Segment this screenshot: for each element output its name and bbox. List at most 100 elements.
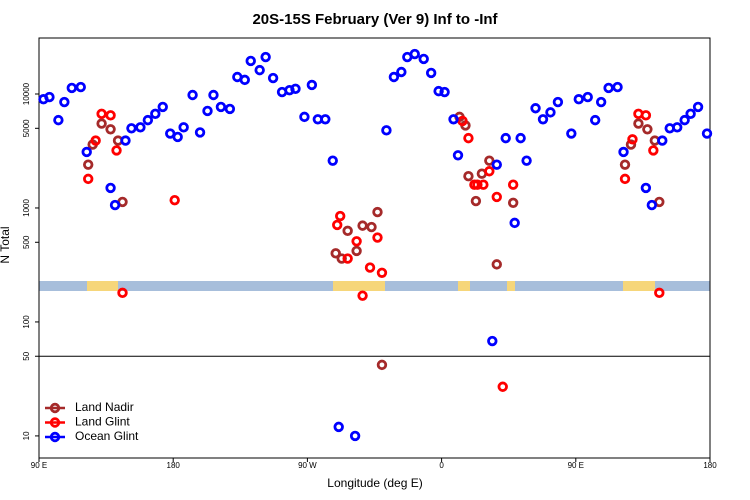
data-point: [448, 114, 459, 125]
data-point: [619, 159, 631, 170]
data-point: [582, 91, 593, 103]
data-point: [619, 173, 631, 185]
data-point: [573, 94, 584, 105]
x-tick-label: 0: [439, 461, 444, 470]
data-point: [330, 248, 341, 259]
data-point: [545, 107, 556, 118]
data-point: [692, 101, 704, 113]
plot-frame: [38, 37, 711, 459]
x-tick-label: 90 E: [31, 461, 47, 470]
data-point: [117, 287, 128, 299]
land-segment: [458, 281, 470, 291]
chart-title: 20S-15S February (Ver 9) Inf to -Inf: [252, 11, 498, 28]
data-point: [589, 114, 601, 126]
data-point: [595, 96, 607, 108]
data-point: [439, 86, 450, 98]
data-point: [224, 103, 236, 115]
legend-label: Land Glint: [75, 415, 130, 429]
data-point: [463, 171, 474, 182]
data-point: [491, 159, 502, 170]
data-point: [671, 122, 683, 133]
data-point: [646, 199, 658, 211]
data-point: [470, 195, 482, 207]
data-point: [245, 55, 256, 67]
data-point: [433, 85, 444, 97]
legend-marker: [49, 431, 61, 443]
data-point: [648, 145, 659, 156]
data-point: [178, 122, 189, 133]
data-point: [491, 259, 502, 270]
x-tick-label: 90 W: [298, 461, 317, 470]
data-point: [157, 101, 168, 113]
data-point: [500, 132, 511, 144]
data-point: [409, 48, 420, 60]
data-point: [105, 110, 116, 121]
data-point: [376, 267, 388, 278]
data-point: [105, 182, 116, 194]
y-axis-label: N Total: [0, 226, 12, 263]
data-point: [135, 122, 146, 133]
data-point: [335, 210, 346, 222]
data-point: [150, 108, 161, 120]
data-point: [194, 127, 206, 138]
y-tick-label: 100: [22, 315, 31, 329]
legend-marker: [49, 417, 61, 428]
data-point: [342, 225, 353, 237]
data-point: [172, 131, 183, 143]
data-point: [215, 101, 227, 113]
data-point: [290, 83, 301, 95]
data-point: [83, 159, 94, 170]
data-point: [657, 135, 668, 146]
data-point: [320, 114, 331, 125]
y-tick-label: 500: [22, 235, 31, 249]
y-tick-label: 5000: [22, 119, 31, 137]
data-point: [111, 145, 122, 156]
data-point: [381, 125, 392, 136]
data-point: [642, 124, 653, 135]
data-point: [640, 182, 652, 194]
data-point: [507, 197, 519, 209]
data-point: [327, 155, 338, 166]
data-point: [109, 199, 121, 211]
data-point: [364, 262, 376, 273]
legend-label: Ocean Glint: [75, 429, 139, 443]
y-tick-label: 10: [22, 431, 31, 440]
data-point: [351, 245, 362, 257]
data-point: [521, 155, 532, 166]
data-point: [618, 146, 629, 158]
data-point: [472, 179, 483, 190]
data-point: [267, 72, 279, 84]
data-point: [53, 114, 64, 126]
data-point: [306, 79, 318, 91]
data-point: [388, 71, 400, 83]
data-point: [376, 359, 388, 371]
land-segment: [333, 281, 385, 291]
data-point: [59, 96, 70, 108]
data-point: [484, 155, 495, 166]
data-point: [357, 290, 368, 301]
data-point: [96, 108, 107, 120]
data-point: [208, 89, 219, 101]
data-point: [202, 105, 213, 117]
data-point: [507, 179, 519, 190]
data-point: [612, 81, 623, 93]
land-segment: [507, 281, 515, 291]
x-tick-label: 90 E: [568, 461, 584, 470]
data-point: [685, 108, 696, 120]
data-point: [640, 110, 652, 121]
data-point: [478, 179, 489, 190]
data-point: [169, 194, 180, 206]
data-point: [333, 421, 344, 433]
x-tick-label: 180: [703, 461, 717, 470]
data-point: [372, 232, 383, 243]
data-point: [66, 82, 78, 94]
data-point: [679, 114, 690, 126]
data-point: [372, 206, 383, 218]
data-point: [254, 64, 265, 76]
data-point: [509, 217, 520, 229]
legend-marker: [49, 402, 61, 414]
data-point: [332, 219, 343, 231]
data-point: [342, 253, 353, 264]
y-tick-label: 1000: [22, 199, 31, 217]
